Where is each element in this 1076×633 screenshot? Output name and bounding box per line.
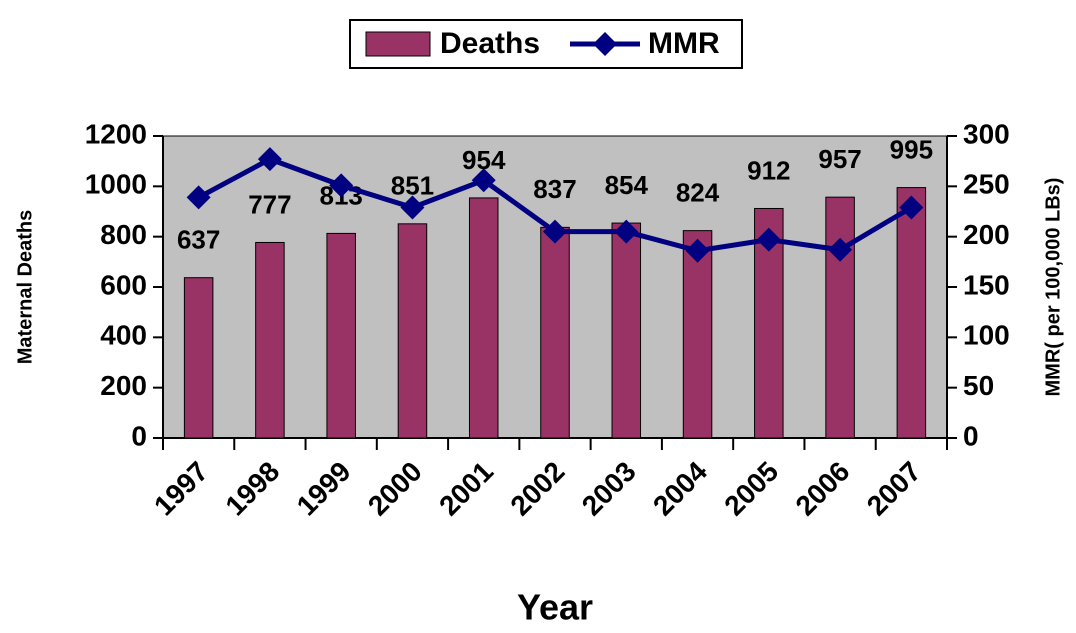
x-tick-label: 1998 [219, 456, 285, 522]
data-label: 854 [605, 170, 649, 200]
bar [183, 277, 214, 439]
legend-label: Deaths [440, 27, 540, 60]
line-marker [400, 195, 425, 220]
legend-swatch [365, 31, 431, 57]
data-label: 837 [533, 174, 576, 204]
y2-tick-label: 200 [963, 219, 1010, 250]
x-tick-label: 2003 [576, 456, 642, 522]
x-tick-label: 2007 [861, 456, 927, 522]
data-label: 777 [248, 189, 291, 219]
x-tick-label: 2004 [647, 455, 713, 521]
line-marker [471, 168, 496, 193]
data-label: 824 [676, 178, 720, 208]
y2-tick-label: 100 [963, 320, 1010, 351]
line-marker [257, 147, 282, 172]
y2-tick-label: 0 [963, 420, 979, 451]
bar [468, 197, 499, 439]
bar [825, 196, 855, 439]
y-axis-title: Maternal Deaths [14, 210, 36, 365]
bar [682, 230, 713, 439]
x-tick-label: 2006 [790, 456, 856, 522]
line-marker [899, 195, 924, 220]
line-marker [543, 219, 567, 244]
y2-axis-title: MMR( per 100,000 LBs) [1042, 178, 1064, 397]
bar [255, 241, 285, 439]
bar [611, 222, 642, 439]
data-label: 995 [890, 134, 933, 164]
x-axis-title: Year [517, 587, 593, 628]
line-marker [614, 219, 639, 244]
x-tick-label: 2001 [433, 456, 499, 522]
bar [326, 232, 356, 439]
bar [896, 187, 927, 439]
y2-tick-label: 150 [963, 269, 1010, 300]
bar [397, 223, 428, 439]
line-marker [685, 238, 710, 263]
data-label: 637 [177, 225, 220, 255]
data-label: 912 [747, 155, 790, 185]
line-marker [329, 173, 354, 198]
y-tick-label: 800 [100, 219, 147, 250]
y-tick-label: 1000 [85, 169, 147, 200]
y-tick-label: 0 [131, 420, 147, 451]
legend-marker [593, 32, 617, 56]
y-tick-label: 600 [100, 269, 147, 300]
line-marker [756, 227, 781, 252]
y2-tick-label: 50 [963, 370, 994, 401]
x-tick-label: 2005 [718, 456, 784, 522]
data-label: 957 [818, 144, 861, 174]
y-tick-label: 400 [100, 320, 147, 351]
x-tick-label: 1997 [148, 456, 214, 522]
line-marker [186, 185, 211, 210]
y-tick-label: 1200 [85, 118, 147, 149]
y2-tick-label: 300 [963, 118, 1010, 149]
legend-label: MMR [648, 27, 720, 60]
x-tick-label: 1999 [291, 456, 357, 522]
x-tick-label: 2002 [504, 456, 570, 522]
line-marker [828, 237, 853, 262]
x-tick-label: 2000 [362, 456, 428, 522]
bar [540, 226, 570, 439]
y2-tick-label: 250 [963, 169, 1010, 200]
y-tick-label: 200 [100, 370, 147, 401]
